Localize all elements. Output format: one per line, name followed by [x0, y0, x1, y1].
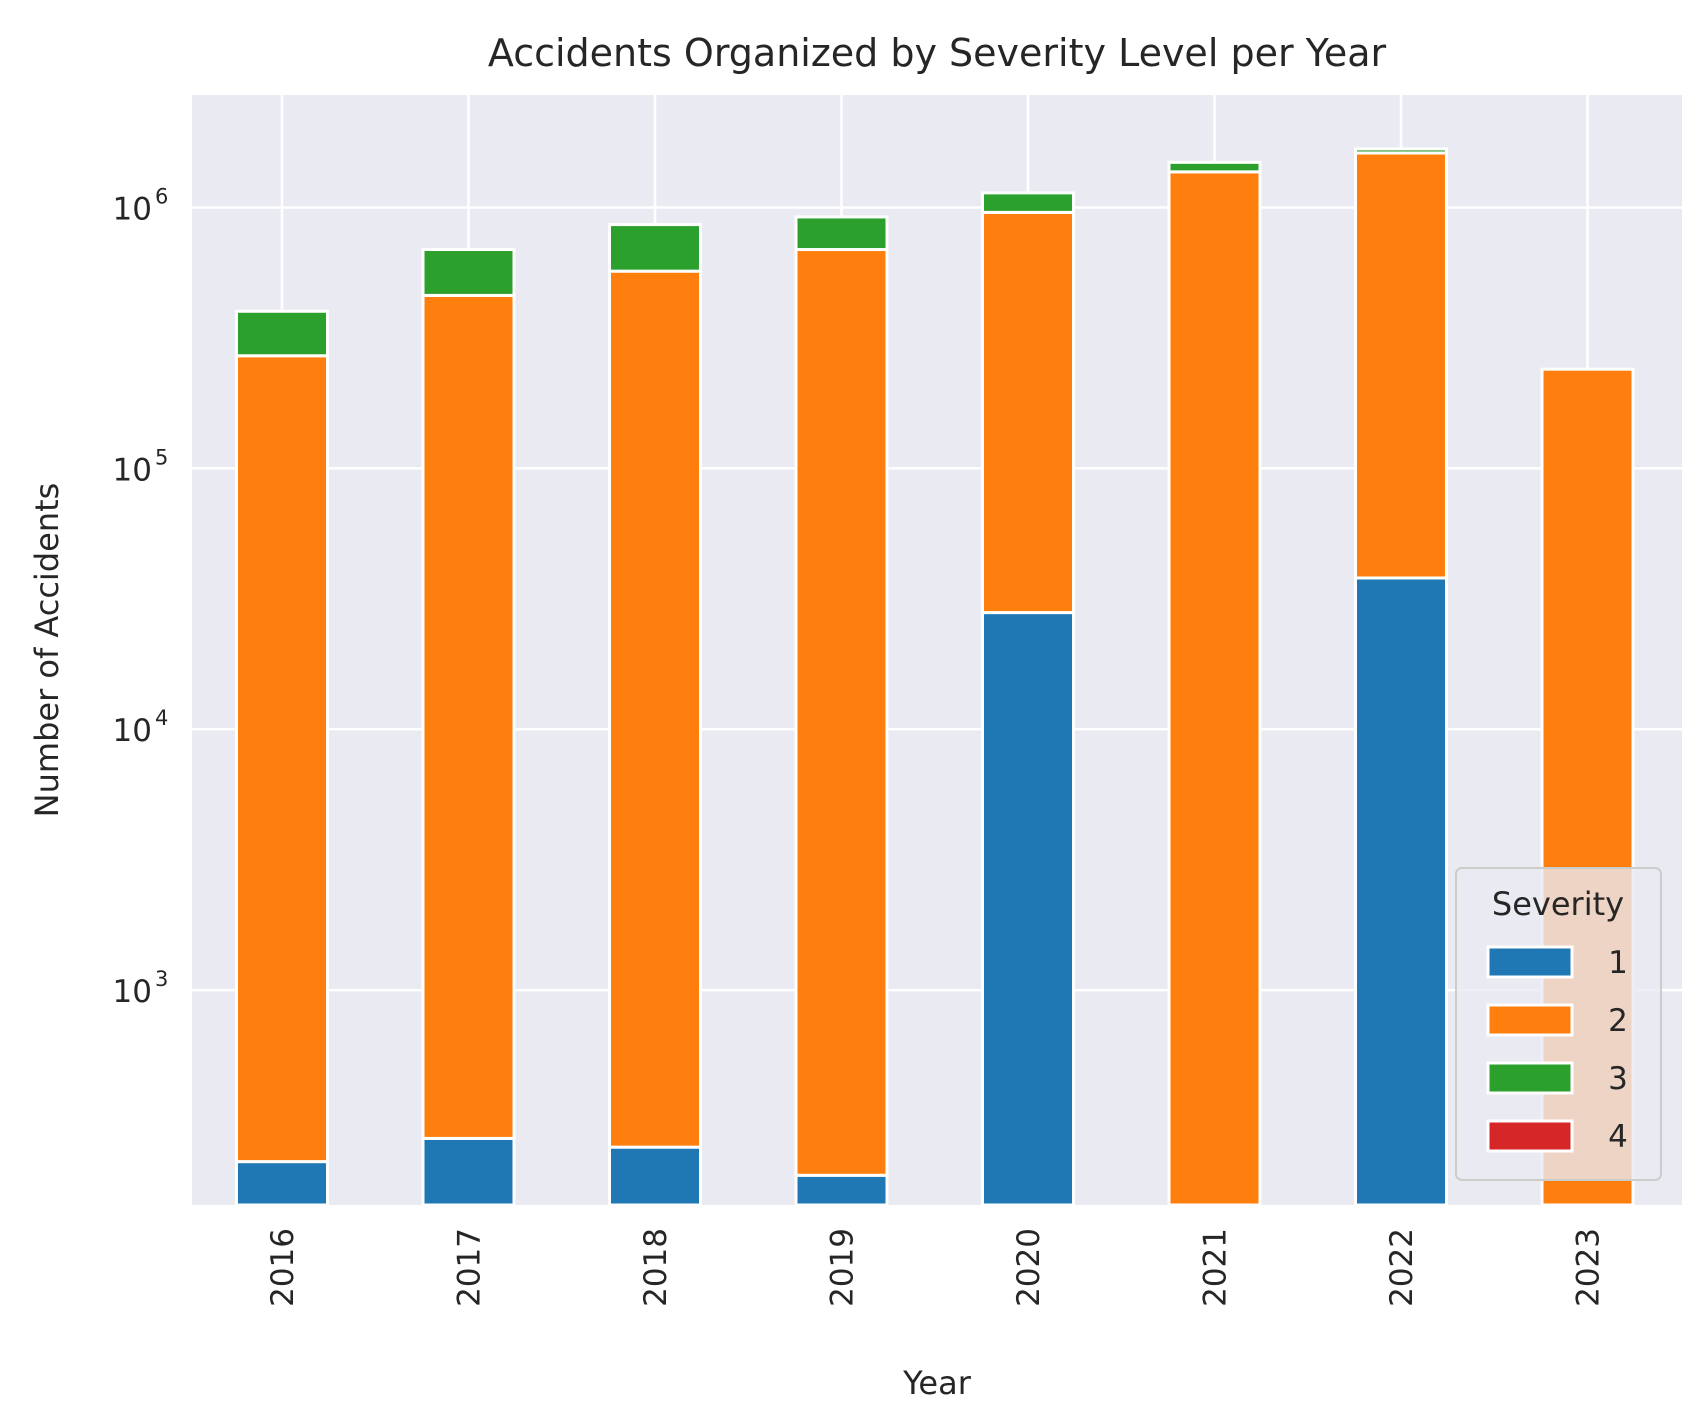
- bar-2016-severity-3: [235, 309, 329, 358]
- bar-2021-severity-2: [1167, 170, 1262, 1207]
- bar-2018-severity-3: [608, 223, 702, 273]
- bar-2016-severity-2: [235, 354, 329, 1164]
- y-tick-label: 10: [113, 713, 152, 749]
- legend-swatch-2: [1486, 1003, 1574, 1037]
- x-tick-label: 2018: [638, 1228, 674, 1307]
- bar-2016-severity-1: [235, 1160, 329, 1207]
- bar-2022-severity-3: [1354, 147, 1448, 155]
- legend-label-1: 1: [1608, 945, 1628, 981]
- y-tick-label: 10: [113, 452, 152, 488]
- y-tick-exponent: 6: [155, 185, 168, 209]
- bar-2020-severity-1: [981, 611, 1075, 1207]
- y-tick-exponent: 4: [155, 706, 168, 730]
- legend-label-4: 4: [1608, 1119, 1628, 1155]
- bar-2017-severity-2: [421, 293, 516, 1140]
- y-tick-exponent: 5: [155, 445, 168, 469]
- bar-2019-severity-3: [794, 215, 889, 252]
- x-tick-label: 2022: [1384, 1228, 1420, 1307]
- bar-2020-severity-3: [981, 191, 1075, 214]
- legend-label-3: 3: [1608, 1061, 1628, 1097]
- chart-title: Accidents Organized by Severity Level pe…: [488, 31, 1387, 75]
- bars: [235, 147, 1635, 1207]
- x-tick-label: 2023: [1571, 1228, 1607, 1307]
- bar-2022-severity-2: [1354, 151, 1448, 580]
- bar-2019-severity-1: [794, 1173, 889, 1207]
- y-tick-label: 10: [113, 192, 152, 228]
- legend-swatch-4: [1486, 1119, 1574, 1153]
- x-tick-label: 2021: [1198, 1228, 1234, 1307]
- x-tick-label: 2020: [1011, 1228, 1047, 1307]
- bar-2018-severity-2: [608, 269, 702, 1149]
- legend-swatch-3: [1486, 1061, 1574, 1095]
- bar-2019-severity-2: [794, 248, 889, 1177]
- x-tick-label: 2017: [452, 1228, 488, 1307]
- bar-2017-severity-3: [421, 248, 516, 297]
- y-tick-label: 10: [113, 974, 152, 1010]
- y-tick-exponent: 3: [155, 967, 168, 991]
- legend-title: Severity: [1492, 885, 1624, 923]
- bar-2020-severity-2: [981, 210, 1075, 615]
- bar-2022-severity-1: [1354, 576, 1448, 1207]
- x-axis-label: Year: [902, 1364, 972, 1402]
- legend-label-2: 2: [1608, 1003, 1628, 1039]
- bar-2017-severity-1: [421, 1136, 516, 1207]
- x-tick-label: 2019: [825, 1228, 861, 1307]
- bar-2018-severity-1: [608, 1145, 702, 1207]
- bar-2021-severity-3: [1167, 160, 1262, 174]
- legend-items: 1 2 3 4: [1486, 945, 1628, 1155]
- x-tick-label: 2016: [265, 1228, 301, 1307]
- y-axis-label: Number of Accidents: [28, 483, 66, 818]
- x-axis-ticks: 2016 2017 2018 2019 2020 2021 2022 2023: [265, 1228, 1607, 1307]
- legend: Severity 1 2 3 4: [1455, 867, 1662, 1181]
- legend-swatch-1: [1486, 945, 1574, 979]
